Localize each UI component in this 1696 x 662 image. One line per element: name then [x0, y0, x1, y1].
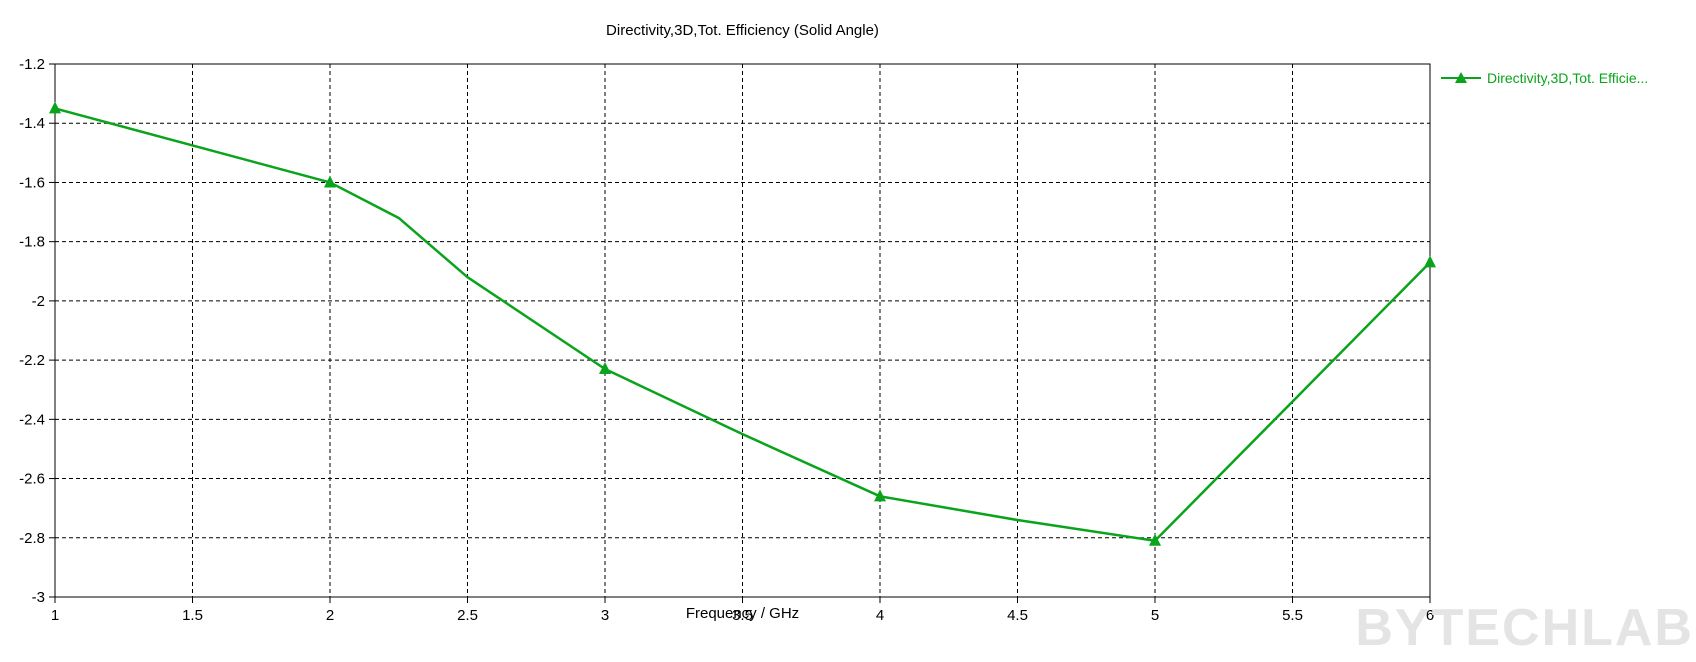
series-marker-triangle: [874, 489, 886, 502]
x-tick-label: 4.5: [1007, 607, 1028, 624]
legend-line-marker-icon: [1441, 72, 1481, 83]
x-tick-label: 4: [876, 607, 884, 624]
x-tick-label: 2: [326, 607, 334, 624]
chart-title: Directivity,3D,Tot. Efficiency (Solid An…: [606, 22, 879, 39]
series-marker-triangle: [1149, 533, 1161, 546]
series-marker-triangle: [1424, 255, 1436, 268]
x-tick-label: 1: [51, 607, 59, 624]
y-tick-label: -1.6: [19, 174, 45, 191]
y-tick-label: -2.6: [19, 471, 45, 488]
x-tick-label: 5.5: [1282, 607, 1303, 624]
y-tick-label: -2: [32, 293, 45, 310]
y-tick-label: -2.4: [19, 411, 45, 428]
y-tick-label: -3: [32, 589, 45, 606]
y-tick-label: -1.2: [19, 56, 45, 73]
x-tick-label: 6: [1426, 607, 1434, 624]
legend: Directivity,3D,Tot. Efficie...: [1441, 70, 1648, 86]
watermark: BYTECHLAB: [1355, 599, 1694, 657]
y-tick-label: -1.8: [19, 234, 45, 251]
y-tick-label: -2.8: [19, 530, 45, 547]
series-marker-triangle: [324, 175, 336, 188]
x-tick-label: 2.5: [457, 607, 478, 624]
series-marker-triangle: [599, 361, 611, 374]
x-tick-label: 1.5: [182, 607, 203, 624]
x-tick-label: 3: [601, 607, 609, 624]
legend-label: Directivity,3D,Tot. Efficie...: [1487, 70, 1649, 86]
legend-marker-triangle-icon: [1455, 72, 1467, 83]
y-tick-label: -1.4: [19, 115, 45, 132]
series-marker-triangle: [49, 101, 61, 114]
y-tick-label: -2.2: [19, 352, 45, 369]
x-tick-label: 5: [1151, 607, 1159, 624]
x-tick-label: 3.5: [732, 607, 753, 624]
x-axis-title: Frequency / GHz: [685, 605, 800, 622]
series-line: [54, 107, 1431, 542]
